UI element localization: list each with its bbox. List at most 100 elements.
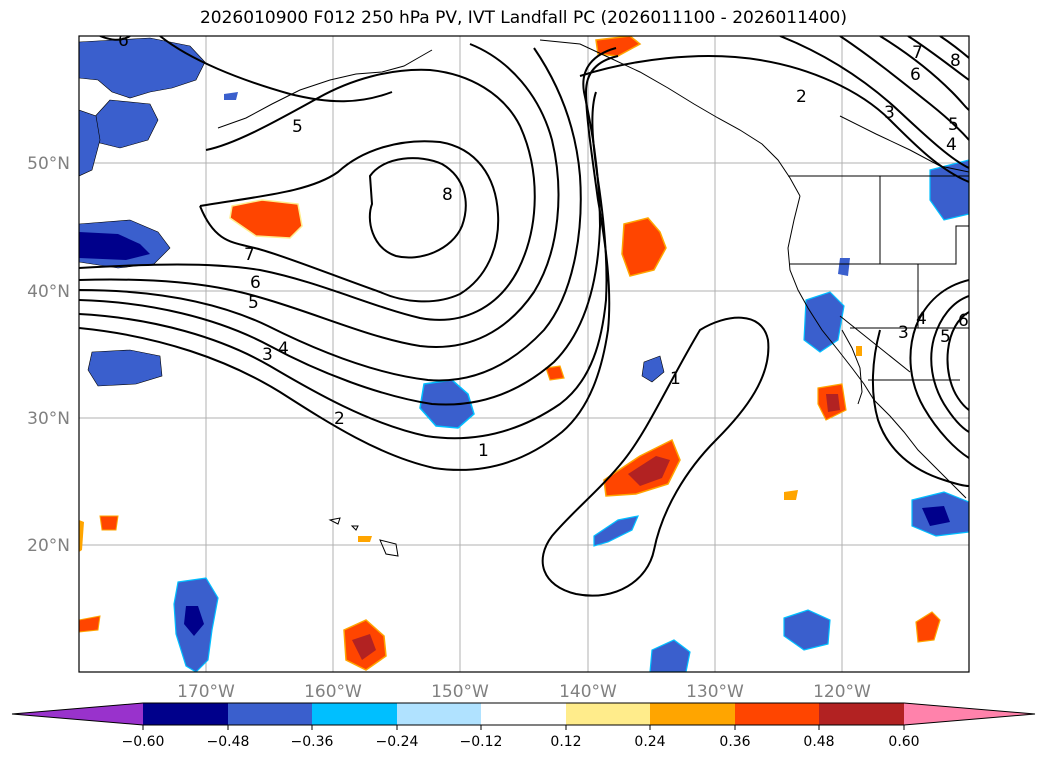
coast-alaska-bc <box>539 39 801 197</box>
pos-dot-1 <box>99 515 119 531</box>
colorbar-swatch-5 <box>481 703 566 725</box>
contour-4 <box>79 47 582 382</box>
colorbar-tick-label-6: 0.24 <box>634 734 665 750</box>
contour-8-ne <box>939 36 969 59</box>
pos-patch-se <box>915 611 941 643</box>
longitude-labels: 170°W 160°W 150°W 140°W 130°W 120°W <box>177 682 871 702</box>
map-frame <box>78 35 970 673</box>
island-hawaii <box>379 539 399 557</box>
neg-patch-w1 <box>79 109 101 177</box>
contour-label-5-ne: 5 <box>948 115 959 135</box>
border-ak-yt <box>839 115 969 173</box>
colorbar-tick-label-3: −0.24 <box>376 734 419 750</box>
neg-patch-ne <box>929 159 969 221</box>
colorbar-tick-label-9: 0.60 <box>888 734 919 750</box>
colorbar-swatch-6 <box>566 703 650 725</box>
lon-label-160w: 160°W <box>304 682 362 702</box>
contour-label-5-e: 5 <box>940 327 951 347</box>
pos-dot-2 <box>79 615 101 633</box>
neg-patch-nw <box>79 37 206 99</box>
contour-label-4-e: 4 <box>916 309 927 329</box>
contour-6-nw <box>99 36 131 41</box>
positive-anomalies <box>79 36 941 671</box>
neg-patch-or <box>838 258 850 276</box>
contour-8-center <box>368 157 467 259</box>
contour-label-5-n: 5 <box>292 117 303 137</box>
contour-2-east <box>871 329 969 487</box>
colorbar-tick-marks <box>142 725 905 730</box>
neg-core-mexico <box>922 506 950 526</box>
contour-label-8: 8 <box>442 185 453 205</box>
contour-6-ne <box>879 36 969 111</box>
contour-label-1-se: 1 <box>478 441 489 461</box>
contour-label-6-ne: 6 <box>910 65 921 85</box>
colorbar-swatch-9 <box>819 703 904 725</box>
contour-label-1-s: 1 <box>670 369 681 389</box>
contour-1-west <box>79 55 619 471</box>
colorbar-swatch-1 <box>143 703 228 725</box>
contour-label-5: 5 <box>248 293 259 313</box>
lon-label-150w: 150°W <box>431 682 489 702</box>
lat-label-40n: 40°N <box>27 282 70 302</box>
pos-dot-4 <box>856 346 862 356</box>
contour-2 <box>79 91 608 440</box>
neg-patch-mid <box>641 355 665 383</box>
pos-patch-n <box>621 217 667 277</box>
lon-label-120w: 120°W <box>813 682 871 702</box>
contour-5-ne <box>839 36 969 141</box>
contour-label-6: 6 <box>250 273 261 293</box>
contour-label-3-e: 3 <box>898 323 909 343</box>
pos-core-mid <box>628 456 670 486</box>
latitude-labels: 50°N 40°N 30°N 20°N <box>27 154 70 556</box>
contour-labels: 6 5 8 7 6 5 4 3 2 1 1 2 3 6 7 8 5 4 3 4 … <box>118 36 969 461</box>
colorbar-swatch-0 <box>12 703 143 725</box>
colorbar-tick-label-0: −0.60 <box>122 734 165 750</box>
contour-2-ne <box>579 55 969 183</box>
contour-label-2-ne: 2 <box>796 87 807 107</box>
colorbar-tick-label-2: −0.36 <box>291 734 334 750</box>
contour-3-ne <box>779 36 969 169</box>
contour-1-trough <box>541 316 770 597</box>
pv-contours <box>79 36 969 597</box>
colorbar: −0.60 −0.48 −0.36 −0.24 −0.12 0.12 0.24 … <box>11 702 1036 750</box>
lon-label-130w: 130°W <box>686 682 744 702</box>
colorbar-swatch-10 <box>904 703 1035 725</box>
pos-dot-3 <box>784 490 798 500</box>
contour-7-ring <box>199 140 500 303</box>
border-ca-nv <box>839 315 911 373</box>
lat-label-50n: 50°N <box>27 154 70 174</box>
contour-label-3: 3 <box>262 345 273 365</box>
negative-anomalies <box>79 37 969 672</box>
neg-core-s <box>184 606 204 636</box>
map-title: 2026010900 F012 250 hPa PV, IVT Landfall… <box>199 8 847 28</box>
colorbar-swatch-8 <box>735 703 819 725</box>
neg-patch-ca <box>803 291 845 353</box>
coast-baja <box>841 329 863 405</box>
contour-5-east <box>946 311 969 411</box>
colorbar-swatch-7 <box>650 703 735 725</box>
neg-patch-w3 <box>87 349 163 387</box>
colorbar-swatch-4 <box>397 703 481 725</box>
pos-core-baja <box>826 394 840 412</box>
contour-3-east <box>909 279 969 459</box>
colorbar-tick-label-5: 0.12 <box>550 734 581 750</box>
contour-label-2: 2 <box>334 409 345 429</box>
lat-label-20n: 20°N <box>27 536 70 556</box>
coast-aleutians <box>217 49 433 129</box>
pos-dot-5 <box>79 520 84 552</box>
neg-core-w2 <box>79 232 150 260</box>
coast-west-us <box>787 195 967 499</box>
contour-6 <box>79 68 536 321</box>
contour-label-6-e: 6 <box>958 311 969 331</box>
contour-4-east <box>930 295 969 433</box>
lon-label-140w: 140°W <box>559 682 617 702</box>
contour-label-8-ne: 8 <box>950 51 961 71</box>
contour-label-7: 7 <box>244 245 255 265</box>
neg-patch-sw <box>593 515 640 547</box>
colorbar-swatch-2 <box>228 703 312 725</box>
lat-label-30n: 30°N <box>27 409 70 429</box>
contour-7-ne <box>907 36 969 81</box>
lon-label-170w: 170°W <box>177 682 235 702</box>
island-oahu <box>350 525 359 531</box>
